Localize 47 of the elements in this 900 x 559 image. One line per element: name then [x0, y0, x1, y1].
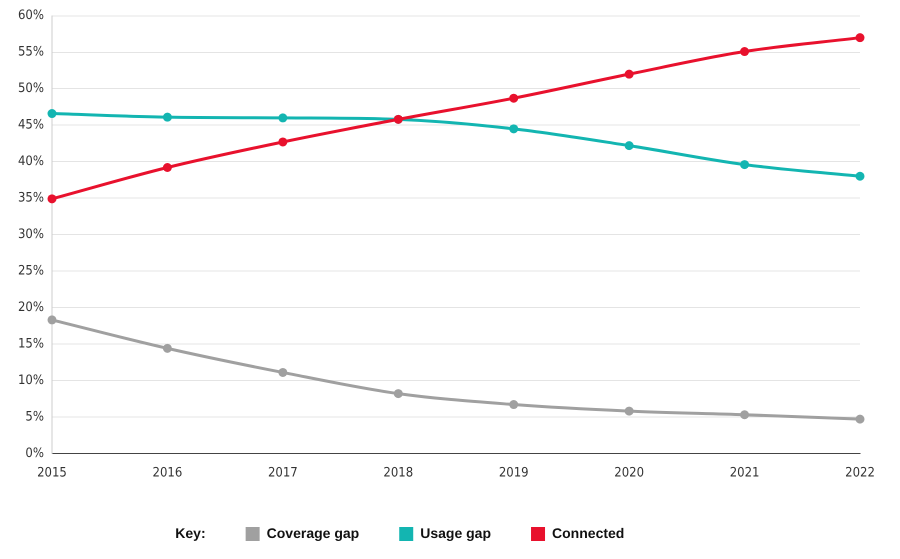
- y-tick-label: 55%: [18, 44, 44, 60]
- point: [278, 137, 288, 146]
- x-tick-label: 2021: [730, 466, 760, 481]
- legend-label: Coverage gap: [266, 524, 360, 541]
- x-tick-label: 2016: [152, 466, 182, 481]
- point: [278, 368, 288, 377]
- point: [278, 113, 288, 122]
- y-tick-label: 45%: [18, 118, 44, 133]
- legend-title: Key:: [175, 524, 206, 541]
- point: [856, 33, 864, 42]
- y-tick-label: 50%: [18, 81, 44, 96]
- point: [509, 400, 518, 410]
- point: [47, 109, 56, 118]
- point: [740, 160, 750, 170]
- y-tick-label: 35%: [18, 190, 44, 206]
- point: [624, 141, 634, 150]
- point: [162, 163, 172, 172]
- y-tick-label: 20%: [18, 300, 44, 315]
- point: [624, 406, 634, 416]
- point: [47, 194, 56, 204]
- point: [740, 410, 750, 420]
- x-tick-label: 2018: [383, 466, 414, 481]
- y-tick-label: 10%: [18, 372, 44, 388]
- point: [162, 344, 172, 353]
- point: [509, 94, 518, 103]
- y-tick-label: 15%: [18, 336, 44, 352]
- point: [740, 47, 750, 56]
- point: [394, 389, 403, 398]
- y-tick-label: 30%: [18, 226, 44, 242]
- x-tick-label: 2015: [37, 466, 67, 481]
- point: [162, 112, 172, 122]
- legend-label: Usage gap: [420, 524, 492, 541]
- y-tick-label: 5%: [25, 409, 44, 424]
- point: [47, 315, 56, 324]
- y-tick-label: 0%: [25, 446, 44, 461]
- x-tick-label: 2019: [498, 466, 529, 481]
- x-tick-label: 2017: [268, 466, 298, 481]
- point: [856, 414, 864, 424]
- point: [624, 70, 634, 79]
- point: [509, 124, 518, 134]
- y-tick-label: 25%: [18, 263, 44, 278]
- y-tick-label: 40%: [18, 154, 44, 170]
- y-tick-label: 60%: [18, 8, 44, 24]
- point: [856, 172, 864, 181]
- x-tick-label: 2020: [614, 466, 644, 481]
- x-tick-label: 2022: [845, 466, 875, 481]
- legend-label: Connected: [552, 524, 624, 541]
